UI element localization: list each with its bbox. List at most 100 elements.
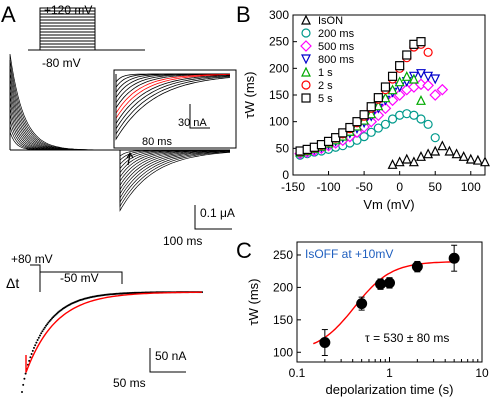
chart-c-annotation-fit: τ = 530 ± 80 ms [365,331,449,345]
tail-point [28,359,31,362]
chart-b-point [387,84,398,95]
chart-c-ytick-label: 250 [273,248,293,262]
chart-b-point [395,61,405,71]
tail-point [43,326,46,329]
chart-b-ytick-label: 250 [269,35,289,49]
chart-b-point [416,37,426,47]
chart-b-ytick-label: 300 [269,8,289,22]
chart-b-ytick-label: 0 [282,168,289,182]
chart-c-ytick-label: 150 [273,313,293,327]
chart-b-point [366,102,376,112]
chart-b-point [444,145,455,156]
arrow-head [126,151,134,159]
chart-c-ytick-label: 200 [273,280,293,294]
chart-b-point [352,117,362,127]
chart-b-point [429,89,442,101]
chart-b-series [387,140,490,169]
chart-c: 0.1 1 10 100 150 200 250 depolarization time (s… [246,241,489,397]
bottom-protocol-delta: Δt [6,275,19,291]
tail-point [48,320,51,323]
chart-b-legend-marker [301,54,311,65]
chart-b-ytick-label: 50 [276,141,290,155]
inset-scale-bar [189,104,210,129]
main-scale-bar [194,205,232,230]
chart-b-point [380,82,391,92]
panel-b-letter: B [236,2,251,27]
chart-b-point [422,79,434,92]
chart-b-point [387,158,398,169]
current-traces [9,53,231,212]
chart-b-legend-marker [301,80,311,90]
tail-point [31,349,34,352]
chart-b-point [345,122,355,133]
chart-c-point [448,252,460,264]
chart-b-series [295,37,426,156]
chart-b-legend-label: 500 ms [318,41,355,53]
tail-point [46,323,49,326]
chart-b-legend-marker [301,66,311,77]
chart-c-point [319,337,331,349]
chart-c-fit-curve [313,261,458,345]
chart-b-xtick-label: 0 [396,180,403,194]
main-scale-x: 100 ms [163,234,202,248]
bottom-protocol-level: -50 mV [60,271,99,285]
chart-b-legend-marker [301,93,311,103]
chart-b-point [402,50,412,60]
tail-point [30,353,33,355]
chart-c-point [356,298,368,310]
chart-b-xtick-label: 100 [461,180,481,194]
chart-c-point [411,261,423,273]
bottom-scale-y: 50 nA [155,349,186,363]
tail-point [24,372,27,375]
bottom-protocol-top: +80 mV [11,252,53,266]
tail-point [36,339,39,341]
chart-b-xlabel: Vm (mV) [363,197,414,212]
chart-b-point [373,100,384,111]
chart-b-point [409,110,419,120]
chart-b-point [423,119,433,129]
chart-c-annotation-title: IsOFF at +10mV [305,247,393,261]
tail-point [51,317,53,320]
chart-b-point [379,102,392,115]
chart-b-point [366,108,377,119]
chart-b-legend-label: 800 ms [318,54,355,66]
chart-b-xtick-label: -100 [317,180,341,194]
panel-a-letter: A [1,2,16,27]
chart-b-point [394,76,405,87]
tail-point [45,324,47,327]
chart-b-xtick-label: -50 [355,180,373,194]
chart-b-point [408,73,419,84]
chart-b-point [386,94,399,107]
chart-b-point [430,133,440,143]
chart-b-legend-label: IsON [318,15,343,27]
chart-b-point [423,47,433,57]
tail-point [29,356,32,359]
chart-b-xtick-label: -150 [281,180,305,194]
tail-point [49,318,52,321]
chart-b-point [458,150,469,161]
tail-point [23,377,26,380]
tail-point [41,330,44,333]
chart-b-legend-label: 5 s [318,93,333,105]
protocol-family [28,7,145,51]
tail-point [34,344,37,347]
chart-b-point [387,71,398,81]
chart-b-legend-marker [301,14,311,25]
chart-b-point [472,154,483,165]
chart-b-ylabel: τW (ms) [242,71,257,118]
panel-c-letter: C [236,238,252,263]
chart-b-legend-label: 1 s [318,67,333,79]
tail-point [47,321,50,324]
chart-b-point [451,148,462,159]
bottom-scale-bar [149,348,186,373]
chart-b-ytick-label: 200 [269,61,289,75]
main-scale-y: 0.1 μA [200,206,235,220]
chart-b-point [387,114,398,124]
chart-b-point [416,69,426,80]
chart-b-ytick-label: 150 [269,88,289,102]
chart-c-xtick-label: 10 [475,366,489,380]
tail-point [42,328,45,331]
bottom-scale-x: 50 ms [113,376,146,390]
tail-point [33,346,35,349]
